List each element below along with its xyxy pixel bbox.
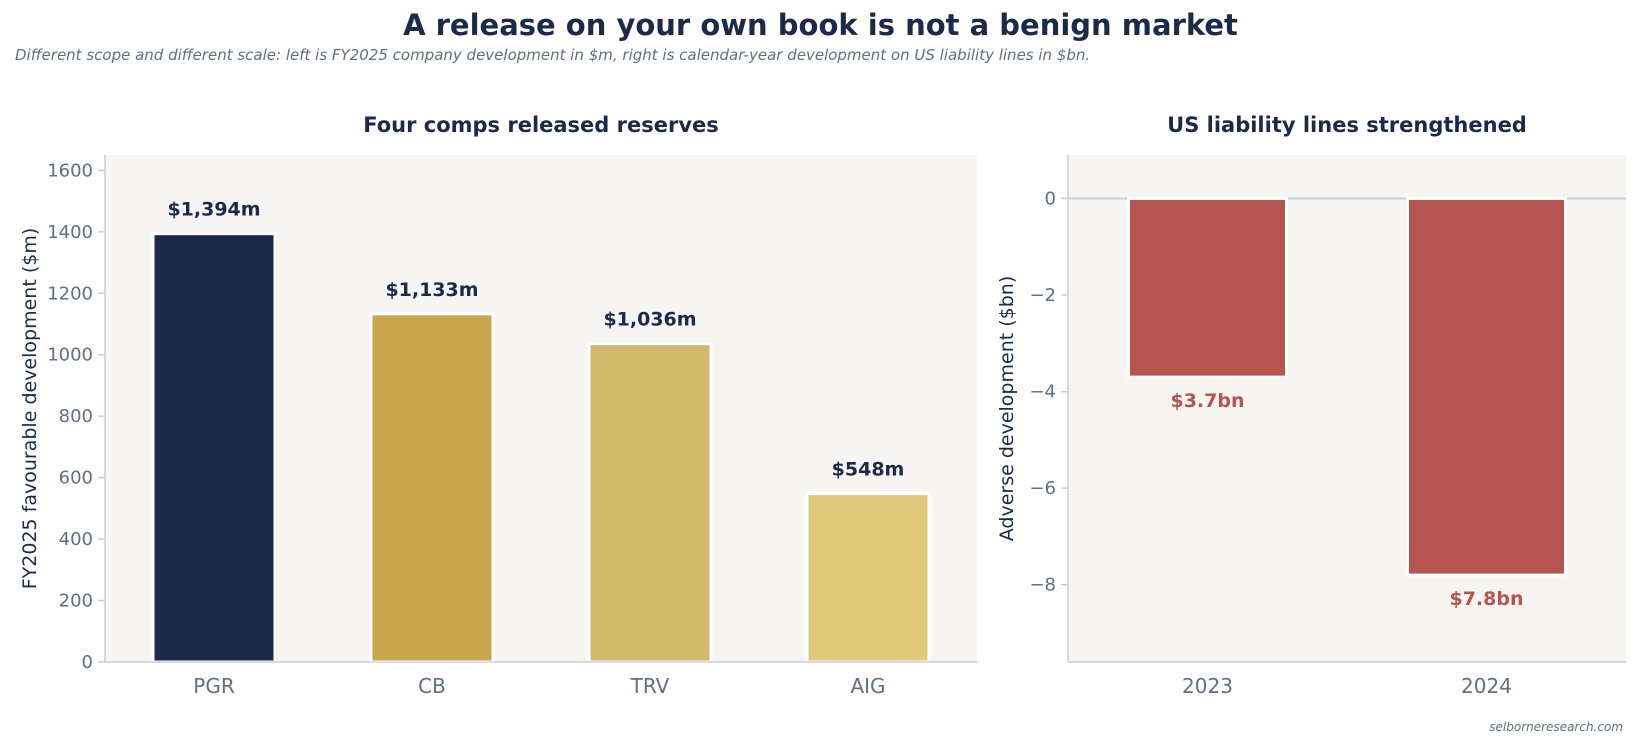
- right-y-tick-label: −8: [1029, 575, 1056, 596]
- left-y-axis-label: FY2025 favourable development ($m): [19, 228, 41, 590]
- right-bar-panel: US liability lines strengthened Adverse …: [996, 113, 1626, 698]
- bar-2023: [1127, 196, 1288, 379]
- bar-2024: [1406, 196, 1567, 577]
- left-bars: [151, 232, 931, 664]
- source-footer: selborneresearch.com: [1489, 720, 1623, 734]
- left-y-tick-label: 400: [59, 529, 93, 550]
- right-bars: [1127, 196, 1567, 577]
- right-data-labels: $3.7bn $7.8bn: [1170, 390, 1523, 610]
- right-y-ticks: 0 −2 −4 −6 −8: [1029, 188, 1068, 596]
- left-data-labels: $1,394m $1,133m $1,036m $548m: [167, 199, 904, 481]
- left-y-tick-label: 600: [59, 468, 93, 489]
- bar-aig: [805, 492, 931, 664]
- figure-title: A release on your own book is not a beni…: [403, 8, 1238, 42]
- data-label-2024: $7.8bn: [1449, 588, 1523, 610]
- bar-cb: [369, 312, 495, 664]
- category-label-2024: 2024: [1461, 674, 1512, 698]
- right-y-axis-label: Adverse development ($bn): [996, 276, 1018, 542]
- category-label-trv: TRV: [630, 674, 670, 698]
- left-y-tick-label: 1200: [47, 283, 93, 304]
- left-y-tick-label: 1000: [47, 345, 93, 366]
- left-y-tick-label: 1600: [47, 160, 93, 181]
- left-y-tick-label: 200: [59, 591, 93, 612]
- category-label-cb: CB: [418, 674, 446, 698]
- bar-pgr: [151, 232, 277, 664]
- data-label-aig: $548m: [832, 459, 905, 481]
- left-y-tick-label: 0: [82, 652, 93, 673]
- category-label-aig: AIG: [850, 674, 885, 698]
- right-y-tick-label: −4: [1029, 382, 1056, 403]
- left-panel-title: Four comps released reserves: [363, 113, 719, 137]
- right-category-labels: 2023 2024: [1182, 674, 1512, 698]
- data-label-trv: $1,036m: [603, 309, 696, 331]
- category-label-pgr: PGR: [193, 674, 235, 698]
- category-label-2023: 2023: [1182, 674, 1233, 698]
- right-panel-title: US liability lines strengthened: [1167, 113, 1527, 137]
- figure-subtitle: Different scope and different scale: lef…: [15, 46, 1091, 64]
- data-label-cb: $1,133m: [385, 279, 478, 301]
- left-y-tick-label: 1400: [47, 222, 93, 243]
- data-label-pgr: $1,394m: [167, 199, 260, 221]
- right-y-tick-label: −6: [1029, 478, 1056, 499]
- right-y-tick-label: 0: [1045, 188, 1056, 209]
- left-category-labels: PGR CB TRV AIG: [193, 674, 885, 698]
- left-bar-panel: Four comps released reserves FY2025 favo…: [19, 113, 977, 698]
- left-y-tick-label: 800: [59, 406, 93, 427]
- bar-trv: [587, 342, 713, 664]
- left-y-ticks: 0 200 400 600 800 1000 1200 1400 1600: [47, 160, 105, 673]
- right-y-tick-label: −2: [1029, 285, 1056, 306]
- data-label-2023: $3.7bn: [1170, 390, 1244, 412]
